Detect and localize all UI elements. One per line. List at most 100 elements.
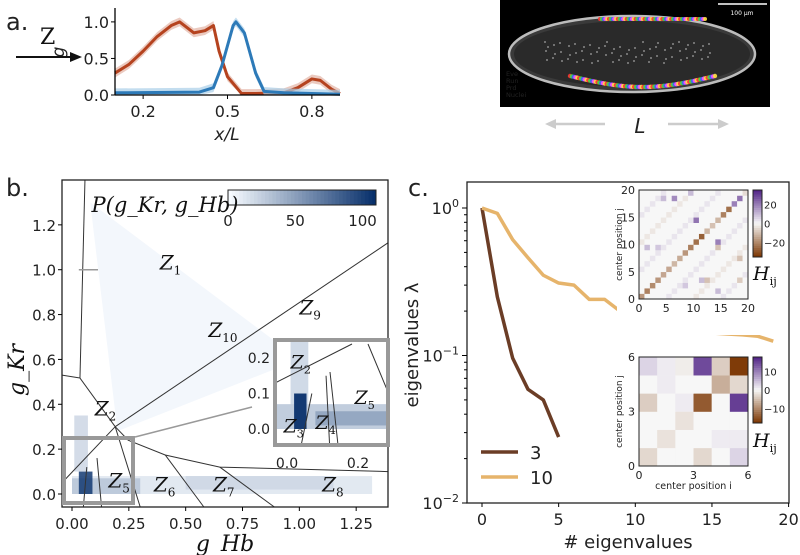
- length-label: L: [634, 114, 645, 138]
- matrix-cell: [698, 211, 705, 218]
- colorbar-cell: [753, 405, 762, 409]
- nucleus-dot: [552, 57, 554, 59]
- x-tick-label: 0.00: [55, 515, 88, 533]
- matrix-cell: [731, 255, 738, 262]
- matrix-cell: [682, 293, 689, 300]
- matrix-cell: [715, 271, 722, 278]
- colorbar-cell: [261, 190, 266, 205]
- matrix-cell: [639, 244, 645, 251]
- nucleus-dot: [591, 62, 593, 64]
- nucleus-dot: [574, 43, 576, 45]
- matrix-cell: [715, 200, 722, 207]
- matrix-cell: [639, 393, 658, 412]
- colorbar-label: Hij: [752, 263, 777, 288]
- matrix-cell: [698, 277, 705, 283]
- matrix-cell: [737, 271, 743, 278]
- matrix-cell: [682, 249, 689, 256]
- inset-x-tick-label: 3: [690, 469, 697, 482]
- matrix-cell: [726, 206, 732, 213]
- matrix-cell: [704, 200, 711, 207]
- matrix-cell: [666, 282, 672, 289]
- colorbar-cell: [753, 361, 762, 365]
- matrix-cell: [742, 260, 749, 267]
- matrix-cell: [731, 244, 738, 251]
- matrix-cell: [742, 200, 749, 207]
- matrix-cell: [731, 239, 738, 245]
- matrix-cell: [677, 288, 683, 294]
- matrix-cell: [693, 282, 700, 289]
- matrix-cell: [639, 411, 658, 430]
- hessian-inset-2: 0 3 6 0 3 6 center position j center position i…: [615, 351, 785, 502]
- matrix-cell: [726, 271, 732, 278]
- colorbar-cell: [753, 214, 762, 218]
- matrix-cell: [666, 288, 672, 294]
- inset-y-tick-label: 5: [628, 266, 635, 279]
- inset-y-tick-label: 0.1: [248, 387, 270, 403]
- nucleus-dot: [618, 59, 620, 61]
- matrix-cell: [737, 239, 743, 245]
- matrix-cell: [666, 211, 672, 218]
- matrix-cell: [737, 206, 743, 213]
- colorbar-cell: [753, 379, 762, 382]
- zone-boundary: [96, 458, 103, 508]
- matrix-cell: [639, 190, 645, 196]
- matrix-cell: [671, 271, 678, 278]
- matrix-cell: [704, 249, 711, 256]
- matrix-cell: [655, 266, 662, 273]
- matrix-cell: [644, 217, 651, 223]
- zone-boundary: [300, 393, 313, 446]
- nucleus-dot: [628, 49, 630, 51]
- matrix-cell: [675, 375, 694, 394]
- matrix-cell: [715, 222, 722, 229]
- matrix-cell: [729, 447, 749, 467]
- matrix-cell: [693, 271, 700, 278]
- matrix-cell: [688, 244, 694, 251]
- matrix-cell: [704, 228, 711, 234]
- matrix-cell: [720, 293, 727, 300]
- matrix-cell: [660, 200, 667, 207]
- y-tick-label: 0.6: [32, 351, 56, 369]
- colorbar-cell: [753, 370, 762, 373]
- matrix-cell: [715, 249, 722, 256]
- matrix-cell: [742, 190, 749, 196]
- matrix-cell: [639, 249, 645, 256]
- matrix-cell: [698, 190, 705, 196]
- matrix-cell: [682, 266, 689, 273]
- nucleus-dot: [576, 61, 578, 63]
- matrix-cell: [688, 255, 694, 262]
- matrix-cell: [655, 190, 662, 196]
- matrix-cell: [644, 293, 651, 300]
- y-tick-label: 10−1: [422, 345, 459, 366]
- matrix-cell: [666, 249, 672, 256]
- colorbar-cell: [753, 414, 762, 417]
- matrix-cell: [731, 233, 738, 240]
- matrix-cell: [682, 260, 689, 267]
- matrix-cell: [671, 206, 678, 213]
- zoom-region-box: [62, 436, 135, 505]
- matrix-cell: [742, 206, 749, 213]
- matrix-cell: [720, 266, 727, 273]
- matrix-cell: [704, 255, 711, 262]
- colorbar-cell: [309, 190, 314, 205]
- inset-x-tick-label: 20: [741, 302, 755, 315]
- matrix-cell: [693, 244, 700, 251]
- colorbar-cell: [290, 190, 296, 205]
- nucleus-dot: [635, 56, 637, 58]
- zone-boundary: [61, 374, 81, 379]
- matrix-cell: [639, 271, 645, 278]
- inset-y-tick-label: 6: [628, 351, 635, 364]
- matrix-cell: [737, 217, 743, 223]
- matrix-cell: [737, 233, 743, 240]
- matrix-cell: [655, 228, 662, 234]
- matrix-cell: [698, 195, 705, 202]
- nucleus-dot: [568, 45, 570, 47]
- matrix-cell: [698, 293, 705, 300]
- matrix-cell: [693, 447, 712, 467]
- matrix-cell: [720, 222, 727, 229]
- series-line-blue: [114, 20, 341, 96]
- panel-a-chart: 0.2 0.5 0.8 0.0 0.5 1.0 x/L g: [49, 8, 341, 145]
- y-tick-label: 0.0: [84, 86, 109, 105]
- matrix-cell: [720, 239, 727, 245]
- nucleus-dot: [672, 43, 674, 45]
